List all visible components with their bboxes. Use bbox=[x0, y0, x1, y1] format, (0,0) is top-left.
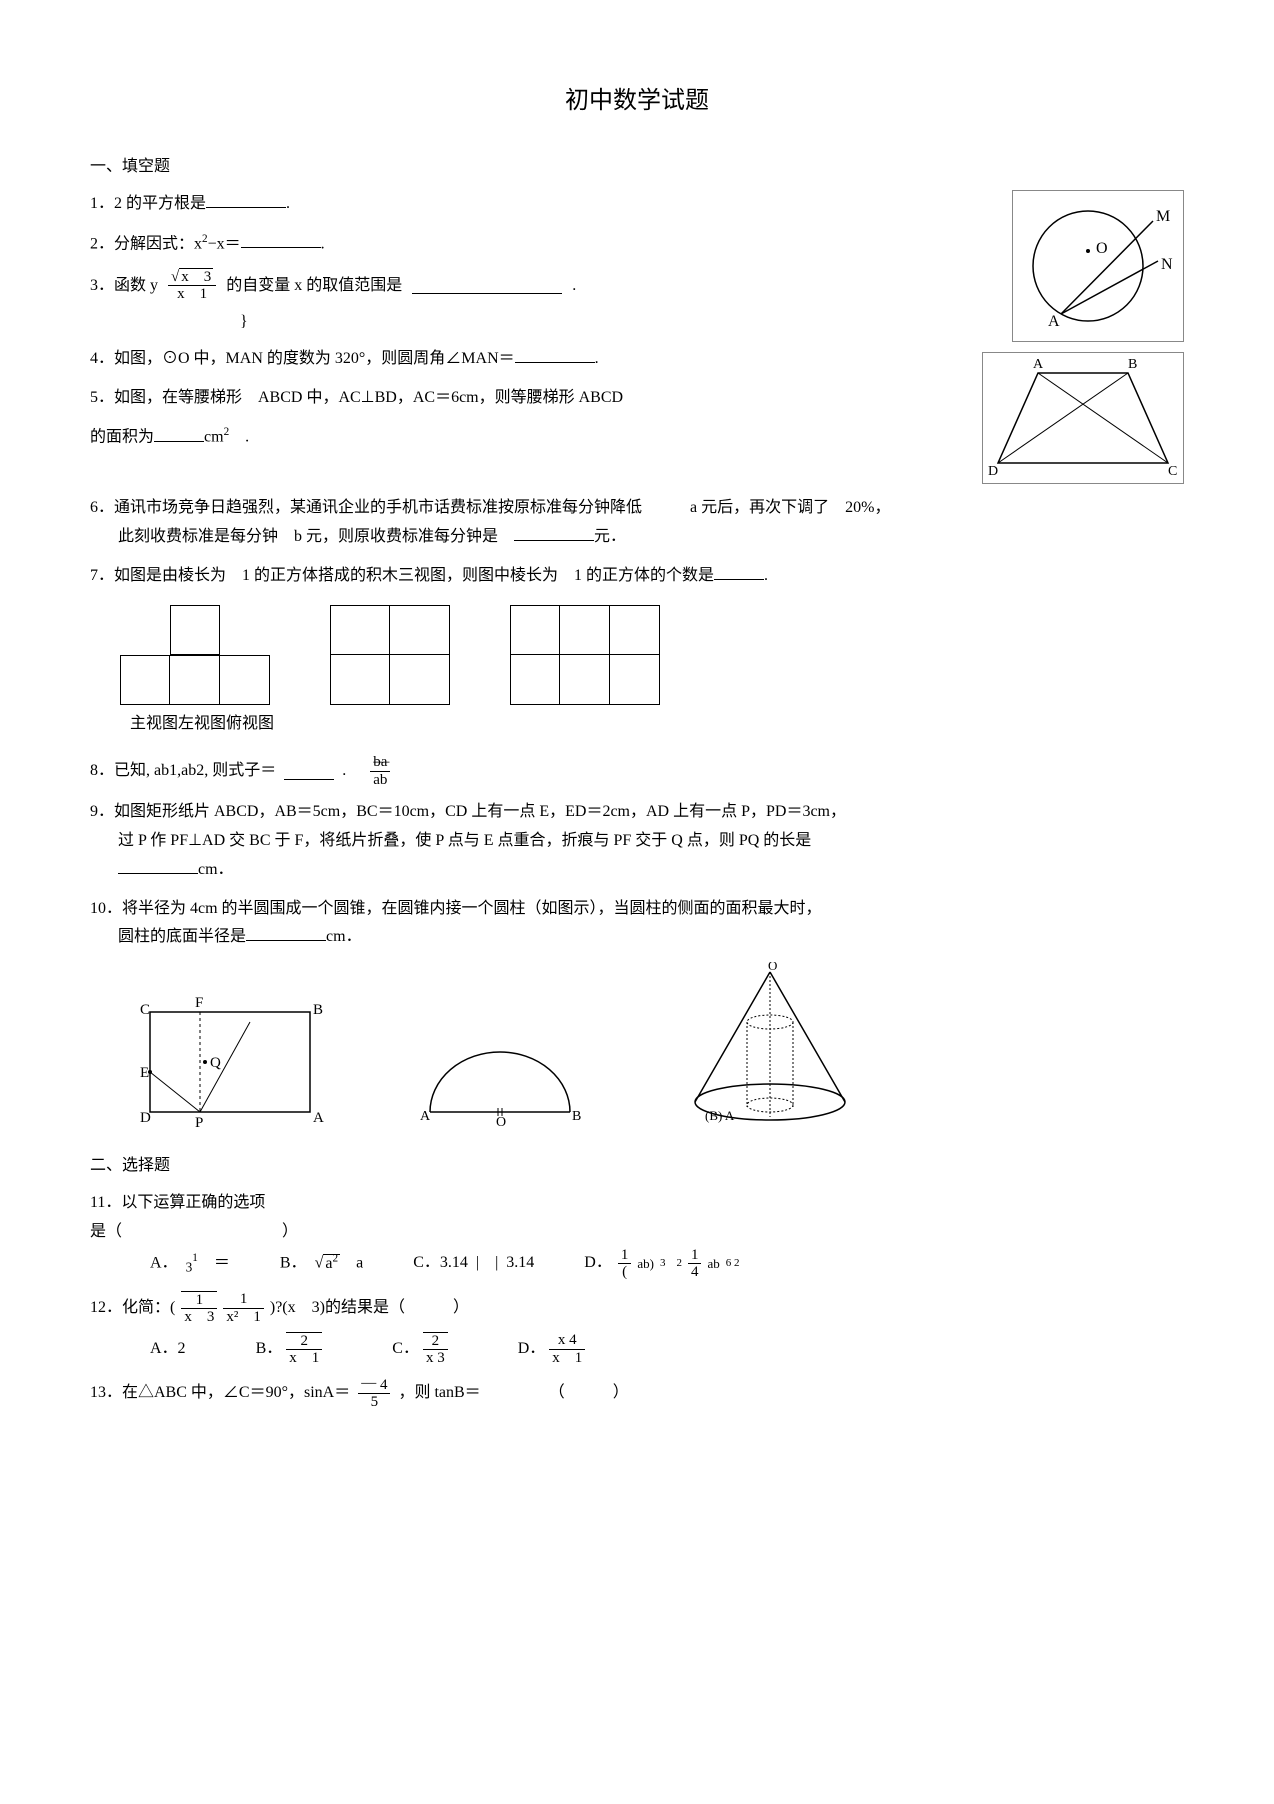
question-10: 10．将半径为 4cm 的半圆围成一个圆锥，在圆锥内接一个圆柱（如图示），当圆柱… bbox=[90, 895, 1184, 953]
svg-text:B: B bbox=[313, 1002, 323, 1018]
question-5b: 的面积为cm2 . bbox=[90, 422, 1184, 452]
svg-text:D: D bbox=[988, 464, 998, 479]
svg-text:D: D bbox=[140, 1110, 151, 1126]
svg-text:A: A bbox=[313, 1110, 324, 1126]
svg-text:O: O bbox=[496, 1115, 506, 1130]
page-title: 初中数学试题 bbox=[90, 80, 1184, 123]
svg-text:O: O bbox=[768, 962, 777, 973]
section-2-heading: 二、选择题 bbox=[90, 1152, 1184, 1181]
question-6: 6．通讯市场竞争日趋强烈，某通讯企业的手机市话费标准按原标准每分钟降低 a 元后… bbox=[90, 494, 1184, 552]
svg-text:C: C bbox=[1168, 464, 1177, 479]
svg-text:B: B bbox=[572, 1109, 581, 1124]
question-2: 2．分解因式：x2−x＝. bbox=[90, 229, 1184, 259]
question-5: 5．如图，在等腰梯形 ABCD 中，AC⊥BD，AC＝6cm，则等腰梯形 ABC… bbox=[90, 384, 1184, 413]
question-3: 3．函数 y √x 3 x 1 的自变量 x 的取值范围是. bbox=[90, 269, 992, 303]
question-4: 4．如图，⊙O 中，MAN 的度数为 320°，则圆周角∠MAN＝. bbox=[90, 345, 1184, 374]
question-1: 1．2 的平方根是. bbox=[90, 190, 1184, 219]
svg-text:A: A bbox=[1048, 313, 1060, 330]
question-13: 13．在△ABC 中，∠C＝90°，sinA＝ — 45 ，则 tanB＝ （ … bbox=[90, 1377, 1184, 1411]
question-7: 7．如图是由棱长为 1 的正方体搭成的积木三视图，则图中棱长为 1 的正方体的个… bbox=[90, 562, 1184, 591]
figure-row-q10: C B D A E F P Q A O B O (B) A bbox=[130, 962, 1184, 1132]
svg-text:C: C bbox=[140, 1002, 150, 1018]
figure-rectangle-fold: C B D A E F P Q bbox=[130, 992, 330, 1132]
svg-text:A: A bbox=[420, 1109, 431, 1124]
three-views bbox=[120, 605, 1184, 705]
question-11: 11．以下运算正确的选项 是（ ） A． 31 ＝ B． √a2 a C．3.1… bbox=[90, 1189, 1184, 1281]
top-view bbox=[510, 605, 660, 705]
views-caption: 主视图左视图俯视图 bbox=[130, 710, 1184, 739]
question-8: 8．已知, ab1,ab2, 则式子＝. baab — bbox=[90, 754, 1184, 788]
section-1-heading: 一、填空题 bbox=[90, 153, 1184, 182]
side-view bbox=[330, 605, 450, 705]
question-12: 12．化简：( 1x 3 1x² 1 )?(x 3)的结果是（ ） A．2 B．… bbox=[90, 1291, 1184, 1367]
front-view bbox=[120, 605, 270, 705]
svg-text:(B) A: (B) A bbox=[705, 1108, 735, 1123]
svg-text:Q: Q bbox=[210, 1055, 221, 1071]
svg-text:P: P bbox=[195, 1115, 203, 1131]
svg-text:F: F bbox=[195, 995, 203, 1011]
question-9: 9．如图矩形纸片 ABCD，AB＝5cm，BC＝10cm，CD 上有一点 E，E… bbox=[90, 798, 1184, 884]
figure-cone: O (B) A bbox=[670, 962, 870, 1132]
figure-semicircle: A O B bbox=[410, 1042, 590, 1132]
svg-text:E: E bbox=[140, 1065, 149, 1081]
